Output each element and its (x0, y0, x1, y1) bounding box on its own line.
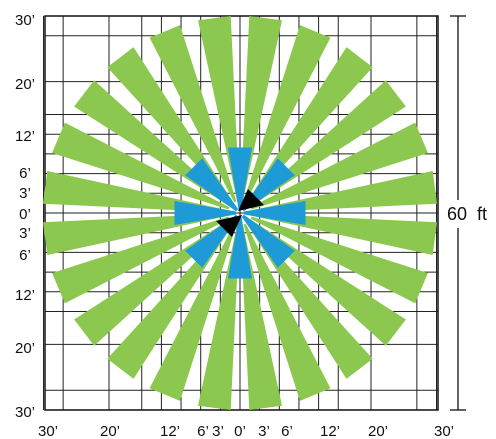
y-axis-tick-label: 12’ (15, 287, 35, 304)
x-axis-tick-label: 30’ (434, 423, 454, 439)
y-axis-tick-label: 30’ (15, 404, 35, 421)
outer-spray-beam (198, 16, 240, 202)
outer-spray-beam (243, 25, 331, 203)
y-axis-tick-label: 30’ (15, 12, 35, 29)
x-axis-tick-label: 20’ (100, 423, 120, 439)
y-axis-tick-label: 3’ (19, 185, 31, 202)
outer-spray-beam (251, 213, 437, 255)
inner-spray-beam (185, 158, 239, 212)
outer-spray-beam (52, 122, 230, 210)
y-axis-tick-label: 12’ (15, 128, 35, 145)
dimension-indicator: 60 ft (440, 15, 494, 411)
inner-spray-beam (174, 201, 236, 225)
y-axis-tick-label: 3’ (19, 225, 31, 242)
outer-spray-beam (250, 122, 428, 210)
y-axis-labels: 30’ 20’ 12’ 6’ 3’ 0’ 3’ 6’ 12’ 20’ 30’ (15, 12, 35, 421)
x-axis-tick-label: 30’ (38, 423, 58, 439)
inner-spray-beam (228, 217, 252, 279)
outer-spray-beam (43, 213, 229, 255)
center-marker-arrow (216, 215, 242, 237)
outer-spray-beam (52, 216, 230, 304)
x-axis-tick-label: 6’ (281, 423, 293, 439)
y-axis-tick-label: 20’ (15, 76, 35, 93)
x-axis-tick-label: 20’ (368, 423, 388, 439)
y-axis-tick-label: 6’ (19, 165, 31, 182)
x-axis-tick-label: 3’ (258, 423, 270, 439)
outer-spray-beam (198, 224, 240, 410)
outer-spray-beam (149, 223, 237, 401)
outer-spray-beam (251, 171, 437, 213)
inner-spray-beam (241, 214, 295, 268)
grid-border (44, 15, 439, 411)
x-axis-tick-label: 3’ (212, 423, 224, 439)
y-axis-tick-label: 6’ (19, 247, 31, 264)
y-axis-tick-label: 0’ (19, 206, 31, 223)
x-axis-tick-label: 12’ (160, 423, 180, 439)
outer-spray-beam (149, 25, 237, 203)
center-emitter-icon (216, 189, 264, 237)
outer-spray-beam (243, 223, 331, 401)
x-axis-tick-label: 0’ (234, 423, 246, 439)
outer-spray-beam (240, 224, 282, 410)
inner-spray-beam (244, 201, 306, 225)
x-axis-tick-label: 6’ (197, 423, 209, 439)
outer-spray-beam (250, 216, 428, 304)
x-axis-labels: 30’ 20’ 12’ 6’ 3’ 0’ 3’ 6’ 12’ 20’ 30’ (38, 423, 454, 439)
dimension-label: 60 ft (447, 204, 487, 224)
inner-spray-beam (228, 147, 252, 209)
x-axis-tick-label: 12’ (320, 423, 340, 439)
outer-spray-beam (43, 171, 229, 213)
outer-spray-beam (240, 16, 282, 202)
y-axis-tick-label: 20’ (15, 340, 35, 357)
center-marker-arrow (238, 189, 264, 211)
grid (43, 15, 439, 411)
